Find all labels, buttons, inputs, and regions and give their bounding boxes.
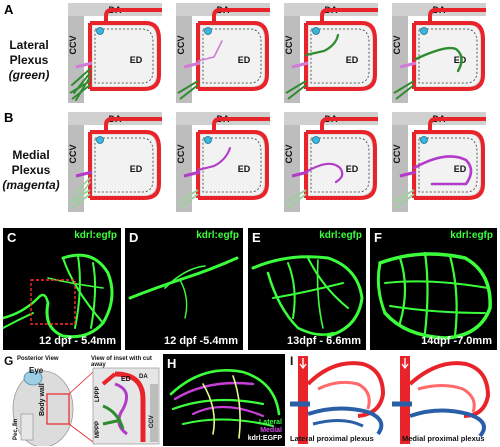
- svg-text:CCV: CCV: [176, 144, 186, 163]
- schematic-svg: DA CCV ED: [284, 112, 378, 212]
- panel-letter-h: H: [167, 356, 177, 371]
- schematic-b-3: DA CCV ED: [278, 110, 381, 212]
- schematic-a-1: DA CCV ED: [62, 1, 165, 103]
- legend-egfp: kdrl:EGFP: [247, 435, 282, 442]
- vessel-network: [128, 256, 239, 319]
- svg-text:ED: ED: [238, 55, 251, 65]
- micrograph-h: H Lateral Medial kdrl:EGFP: [163, 354, 285, 446]
- svg-text:ED: ED: [130, 164, 143, 174]
- schematic-a-3: DA CCV ED: [278, 1, 381, 103]
- micrograph-f: F kdrl:egfp 14dpf -7.0mm: [370, 228, 497, 350]
- marker-label: kdrl:egfp: [450, 230, 493, 241]
- legend-lateral: Lateral: [259, 419, 282, 426]
- svg-text:CCV: CCV: [392, 144, 402, 163]
- svg-text:ED: ED: [454, 164, 467, 174]
- anatomy-diagram: [3, 354, 161, 446]
- stage-caption: 14dpf -7.0mm: [421, 335, 492, 347]
- title-line-3: (green): [8, 68, 50, 82]
- schematic-svg: DA CCV ED: [392, 3, 486, 103]
- micrograph-e: E kdrl:egfp 13dpf - 6.6mm: [248, 228, 366, 350]
- marker-label: kdrl:egfp: [319, 230, 362, 241]
- micrograph-d: D kdrl:egfp 12 dpf -5.4mm: [125, 228, 243, 350]
- mppp-label: MPPP: [95, 420, 101, 438]
- title-line-3: (magenta): [2, 178, 60, 192]
- title-line-1: Lateral: [9, 38, 49, 52]
- panel-letter-a: A: [4, 2, 14, 17]
- lppp-label: LPPP: [95, 386, 101, 402]
- schematic-svg: DA CCV ED: [284, 3, 378, 103]
- marker-label: kdrl:egfp: [74, 230, 117, 241]
- svg-text:CCV: CCV: [392, 35, 402, 54]
- svg-text:ED: ED: [130, 55, 143, 65]
- posterior-view-label: Posterior View: [17, 356, 59, 362]
- pec-fin-label: Pec. fin: [13, 418, 19, 440]
- panel-letter-e: E: [252, 230, 261, 245]
- legend-medial: Medial: [260, 427, 282, 434]
- schematic-svg: DA CCV ED: [68, 112, 162, 212]
- svg-text:ED: ED: [346, 55, 359, 65]
- eye-label: Eye: [29, 366, 44, 375]
- svg-text:CCV: CCV: [68, 35, 78, 54]
- ccv-label: CCV: [149, 415, 155, 428]
- vessel-network: [3, 253, 114, 339]
- vessel-render: [290, 356, 491, 444]
- vessel-network: [251, 255, 364, 338]
- panel-letter-g: G: [4, 354, 14, 368]
- caption-medial-proximal: Medial proximal plexus: [402, 434, 485, 443]
- svg-text:CCV: CCV: [284, 35, 294, 54]
- svg-text:ED: ED: [346, 164, 359, 174]
- svg-text:CCV: CCV: [68, 144, 78, 163]
- panel-letter-c: C: [7, 230, 17, 245]
- overlay-network: [169, 369, 281, 439]
- schematic-b-1: DA CCV ED: [62, 110, 165, 212]
- inset-view-label: View of inset with cut away: [91, 356, 152, 368]
- svg-text:CCV: CCV: [284, 144, 294, 163]
- schematic-svg: DA CCV ED: [176, 112, 270, 212]
- panel-i: I Lateral proximal plexus Medial proxima…: [288, 354, 498, 446]
- micrograph-c: C kdrl:egfp 12 dpf - 5.4mm: [3, 228, 121, 350]
- panel-g: G Posterior View View of inset with cut …: [3, 354, 161, 446]
- panel-letter-i: I: [290, 354, 294, 368]
- stage-caption: 12 dpf -5.4mm: [164, 335, 238, 347]
- caption-lateral-proximal: Lateral proximal plexus: [290, 434, 374, 443]
- stage-caption: 13dpf - 6.6mm: [287, 335, 361, 347]
- svg-text:ED: ED: [454, 55, 467, 65]
- title-line-2: Plexus: [9, 53, 49, 67]
- title-line-1: Medial: [12, 148, 50, 162]
- da-label: DA: [139, 374, 148, 380]
- vessel-network: [376, 251, 492, 340]
- ed-label: ED: [121, 376, 131, 383]
- panel-letter-d: D: [129, 230, 139, 245]
- schematic-a-2: DA CCV ED: [170, 1, 273, 103]
- svg-text:ED: ED: [238, 164, 251, 174]
- marker-label: kdrl:egfp: [196, 230, 239, 241]
- schematic-b-2: DA CCV ED: [170, 110, 273, 212]
- schematic-svg: DA CCV ED: [392, 112, 486, 212]
- body-wall-label: Body wall: [39, 383, 46, 416]
- schematic-b-4: DA CCV ED: [386, 110, 489, 212]
- medial-plexus-title: Medial Plexus (magenta): [0, 148, 62, 193]
- title-line-2: Plexus: [11, 163, 51, 177]
- schematic-a-4: DA CCV ED: [386, 1, 489, 103]
- panel-letter-f: F: [374, 230, 382, 245]
- svg-text:CCV: CCV: [176, 35, 186, 54]
- schematic-svg: DA CCV ED: [176, 3, 270, 103]
- lateral-plexus-title: Lateral Plexus (green): [0, 38, 58, 83]
- schematic-svg: DA CCV ED: [68, 3, 162, 103]
- stage-caption: 12 dpf - 5.4mm: [38, 335, 116, 347]
- legend: Lateral Medial kdrl:EGFP: [248, 419, 282, 443]
- panel-letter-b: B: [4, 110, 14, 125]
